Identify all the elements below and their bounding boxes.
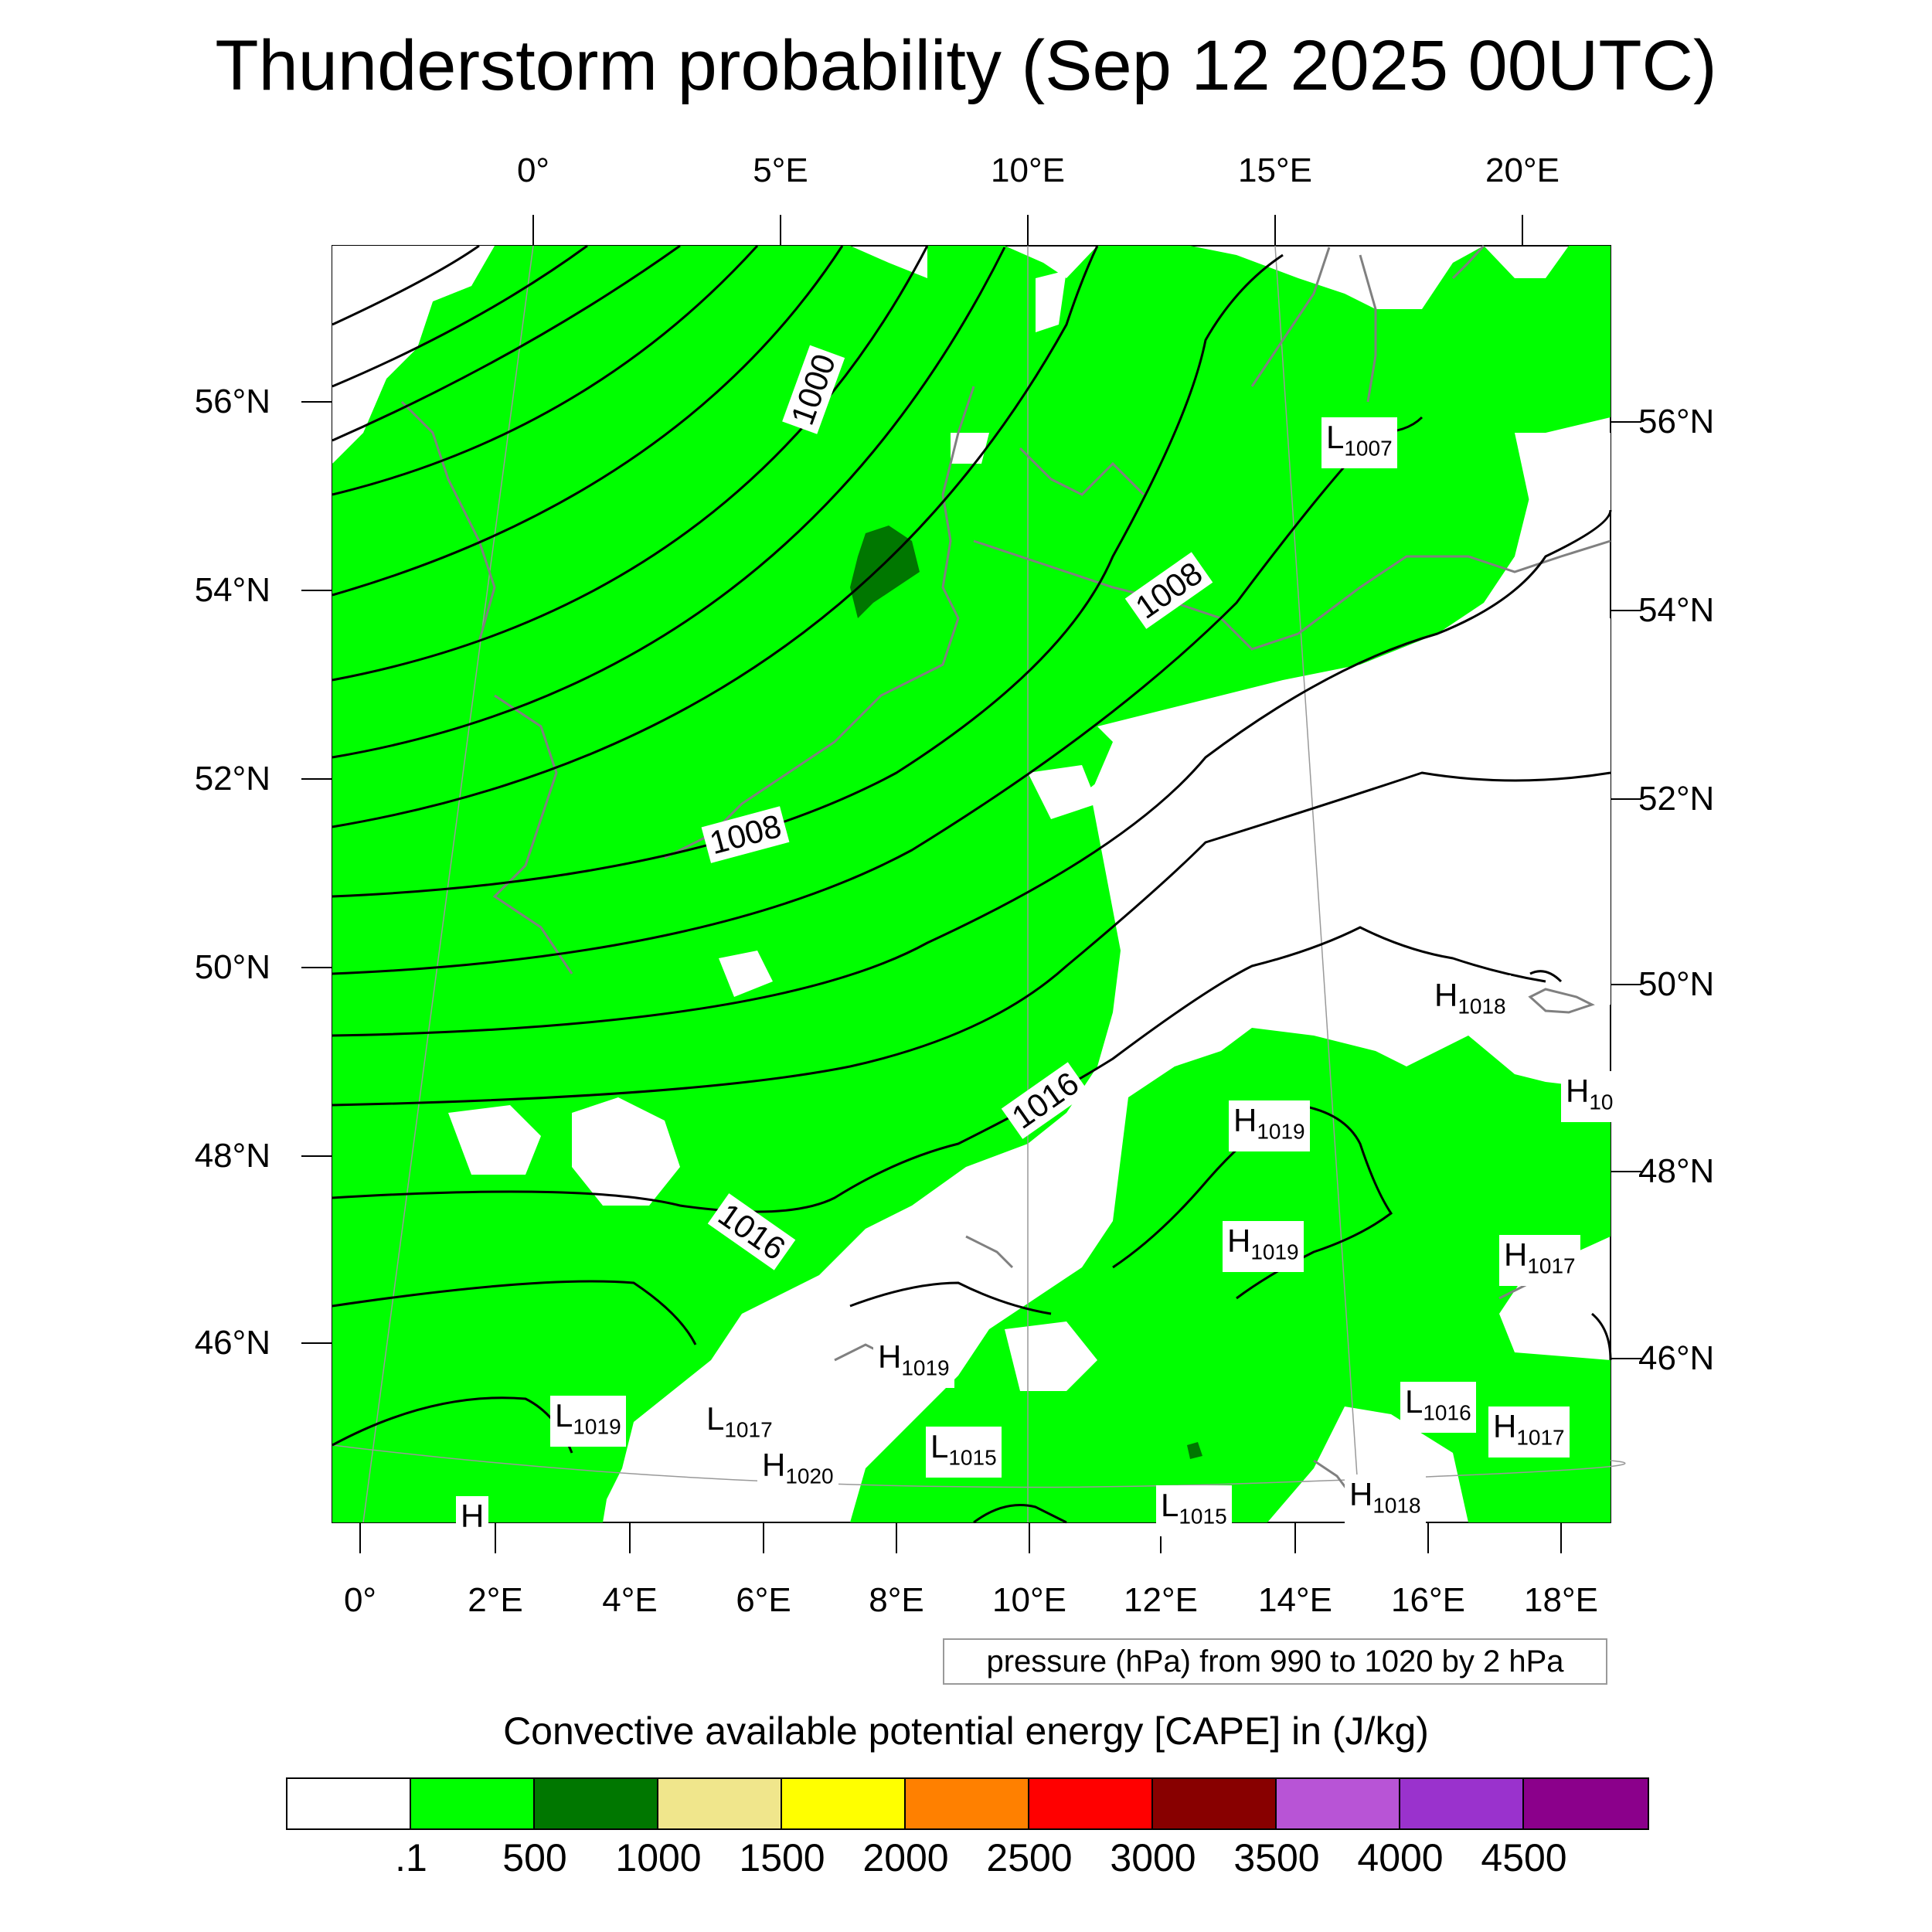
right-lat-label: 56°N xyxy=(1638,403,1715,440)
top-lon-label: 0° xyxy=(516,151,550,189)
top-lon-label: 5°E xyxy=(753,151,808,189)
colorbar-swatch xyxy=(782,1779,906,1828)
pressure-center: H xyxy=(456,1496,489,1548)
colorbar-label: 4500 xyxy=(1481,1836,1567,1879)
colorbar-swatch xyxy=(1524,1779,1648,1828)
top-ticks xyxy=(532,215,1523,246)
colorbar-swatch xyxy=(287,1779,411,1828)
right-lat-label: 54°N xyxy=(1638,591,1715,629)
cape-white-patch-1 xyxy=(572,1097,680,1206)
colorbar-swatch xyxy=(1153,1779,1277,1828)
pressure-center: H1017 xyxy=(1499,1235,1580,1287)
right-ticks xyxy=(1611,421,1641,1359)
isobars xyxy=(332,244,1612,1524)
pressure-center: L1019 xyxy=(550,1396,626,1447)
pressure-center: H1020 xyxy=(757,1445,838,1497)
left-lat-label: 52°N xyxy=(194,760,270,798)
pressure-center: H1018 xyxy=(1430,975,1511,1027)
right-lat-label: 46°N xyxy=(1638,1339,1715,1377)
cape-white-ne-patch xyxy=(1515,433,1611,541)
colorbar-title: Convective available potential energy [C… xyxy=(503,1709,1429,1753)
left-lat-label: 54°N xyxy=(194,571,270,609)
colorbar xyxy=(286,1777,1649,1830)
left-lat-label: 56°N xyxy=(194,383,270,420)
bottom-ticks xyxy=(359,1522,1562,1553)
right-lat-label: 52°N xyxy=(1638,780,1715,818)
cape-dark-green-small xyxy=(1187,1442,1202,1459)
bottom-lon-label: 18°E xyxy=(1524,1581,1598,1619)
bottom-lon-label: 4°E xyxy=(602,1581,658,1619)
cape-white-patch-6 xyxy=(1028,765,1097,819)
bottom-lon-label: 2°E xyxy=(468,1581,523,1619)
pressure-center: H1018 xyxy=(1345,1475,1426,1526)
coastlines xyxy=(400,244,1611,1508)
bottom-lon-label: 8°E xyxy=(869,1581,924,1619)
top-lon-label: 20°E xyxy=(1485,151,1560,189)
colorbar-swatch xyxy=(411,1779,535,1828)
map-title: Thunderstorm probability (Sep 12 2025 00… xyxy=(215,26,1717,105)
pressure-center: H1019 xyxy=(1223,1221,1304,1273)
colorbar-label: 1500 xyxy=(739,1836,825,1879)
top-lon-label: 15°E xyxy=(1238,151,1312,189)
colorbar-swatch xyxy=(906,1779,1029,1828)
colorbar-label: 2500 xyxy=(986,1836,1073,1879)
left-lat-label: 46°N xyxy=(194,1324,270,1362)
cape-dark-green-patch xyxy=(850,526,920,618)
contour-info-box: pressure (hPa) from 990 to 1020 by 2 hPa xyxy=(943,1638,1607,1685)
colorbar-label: 1000 xyxy=(615,1836,702,1879)
colorbar-label: 3500 xyxy=(1233,1836,1320,1879)
right-lat-label: 50°N xyxy=(1638,965,1715,1003)
pressure-center: L1016 xyxy=(1400,1382,1476,1434)
pressure-center: L1017 xyxy=(702,1399,777,1451)
bottom-lon-label: 0° xyxy=(343,1581,377,1619)
pressure-center: H1019 xyxy=(1229,1100,1310,1152)
graticule xyxy=(332,245,1626,1523)
bottom-lon-label: 6°E xyxy=(736,1581,791,1619)
left-ticks xyxy=(301,401,332,1344)
right-lat-label: 48°N xyxy=(1638,1152,1715,1190)
colorbar-label: 500 xyxy=(502,1836,567,1879)
colorbar-swatch xyxy=(658,1779,782,1828)
bottom-lon-label: 12°E xyxy=(1124,1581,1198,1619)
colorbar-swatch xyxy=(1400,1779,1524,1828)
cape-white-nw xyxy=(332,246,495,464)
colorbar-swatch xyxy=(1277,1779,1400,1828)
cape-white-patch-5 xyxy=(1036,270,1066,332)
pressure-center: H1017 xyxy=(1488,1406,1570,1458)
pressure-center: L1015 xyxy=(1156,1485,1232,1537)
left-lat-label: 48°N xyxy=(194,1137,270,1175)
pressure-center: H1019 xyxy=(873,1337,954,1389)
colorbar-swatch xyxy=(1029,1779,1153,1828)
left-lat-label: 50°N xyxy=(194,948,270,986)
colorbar-label: 2000 xyxy=(862,1836,949,1879)
colorbar-label: 4000 xyxy=(1357,1836,1444,1879)
colorbar-swatch xyxy=(535,1779,658,1828)
cape-field-main xyxy=(332,246,1611,1522)
pressure-center: H10 xyxy=(1561,1071,1618,1123)
bottom-lon-label: 16°E xyxy=(1391,1581,1465,1619)
pressure-center: L1015 xyxy=(926,1427,1002,1478)
bottom-lon-label: 10°E xyxy=(992,1581,1066,1619)
cape-white-patch-2 xyxy=(448,1105,541,1175)
pressure-center: L1007 xyxy=(1321,417,1397,469)
cape-white-patch-3 xyxy=(719,951,773,997)
colorbar-label: 3000 xyxy=(1110,1836,1196,1879)
bottom-lon-label: 14°E xyxy=(1258,1581,1332,1619)
top-lon-label: 10°E xyxy=(991,151,1065,189)
colorbar-label: .1 xyxy=(395,1836,427,1879)
